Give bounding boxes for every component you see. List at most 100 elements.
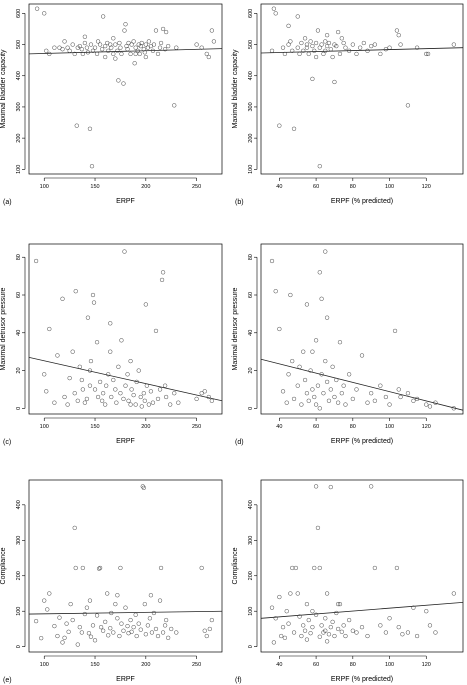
data-point [324,591,330,596]
data-point [106,48,111,53]
data-point [101,391,106,396]
data-point [288,39,293,44]
y-tick-label: 20 [16,367,22,373]
y-tick-label: 300 [248,102,254,111]
data-point [323,358,328,364]
panel-a: 100 150 200 250 100 200 300 400 500 600 ERPF Maxima… [0,3,223,206]
data-point [143,42,148,47]
data-point [334,610,339,616]
data-point [271,640,276,645]
x-tick-label: 150 [90,184,99,190]
data-point [323,39,328,44]
data-point [138,394,143,400]
data-point [143,632,148,637]
data-point [330,54,335,60]
data-point [60,47,65,52]
data-point [297,51,302,57]
data-point [91,300,97,305]
data-point [129,629,134,634]
data-point [164,394,169,400]
y-tick-label: 500 [248,40,254,49]
data-point [347,48,352,53]
x-tick-label: 100 [385,424,394,430]
data-point [372,398,377,403]
data-point [396,387,401,392]
data-point [433,400,438,405]
data-point [310,43,315,49]
data-point [365,633,370,639]
data-point [123,605,128,610]
data-point [332,394,337,400]
data-point [57,615,62,620]
data-point [269,258,275,264]
data-point [119,621,124,626]
data-point [142,398,147,403]
x-axis-title: ERPF (% predicted) [331,438,393,445]
data-point [427,404,433,409]
data-point [86,631,92,636]
data-point [369,484,374,489]
data-point [88,358,94,364]
data-point [135,48,140,53]
plot-frame [28,3,223,175]
data-point [312,565,317,571]
data-point [332,79,337,85]
data-point [387,402,392,407]
data-point [194,396,199,402]
y-tick-label: 0 [16,645,22,648]
data-point [304,637,310,642]
regression-line [29,610,222,615]
data-point [204,51,209,57]
data-point [95,39,101,44]
y-tick-label: 600 [248,9,254,18]
data-point [113,56,118,61]
data-point [97,42,103,47]
y-axis-title: Maximal detrusor pressure [232,287,239,370]
data-point [330,364,335,369]
data-point [162,383,168,388]
data-point [273,289,278,294]
data-point [277,123,282,128]
data-point [302,628,308,633]
data-point [162,623,168,628]
data-point [199,45,204,50]
data-point [286,42,291,47]
data-point [84,605,90,610]
data-point [405,630,411,635]
panel-tag: (b) [235,199,244,206]
y-tick-label: 200 [248,571,254,580]
data-point [45,607,50,612]
data-point [89,164,95,169]
data-point [284,609,289,614]
data-point [330,619,335,624]
data-point [146,39,151,44]
data-point [308,631,313,636]
data-point [133,402,138,407]
x-tick-label: 80 [350,662,356,668]
data-point [396,33,401,38]
data-point [359,353,365,358]
data-point [273,11,278,16]
data-point [286,372,291,377]
data-point [312,394,317,400]
data-point [301,349,306,354]
data-point [67,375,72,381]
data-point [136,621,141,626]
y-tick-label: 400 [16,71,22,80]
data-point [286,621,291,626]
x-tick-label: 100 [40,184,49,190]
x-tick-label: 200 [141,424,150,430]
data-point [141,485,146,490]
data-point [199,565,204,571]
data-point [313,40,319,46]
data-point [280,625,286,630]
data-point [47,591,52,596]
data-point [306,617,311,623]
data-point [199,391,204,396]
data-point [295,383,300,388]
y-axis-title: Maximal detrusor pressure [0,287,7,370]
data-point [310,76,315,81]
data-point [111,377,116,383]
data-point [394,565,400,571]
data-point [323,249,328,254]
